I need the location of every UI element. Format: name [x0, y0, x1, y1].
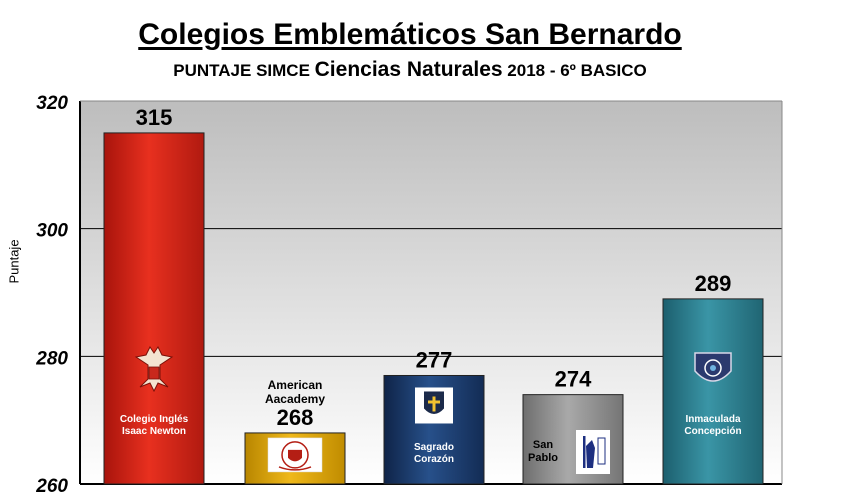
logo-crown: [424, 391, 444, 395]
bar-group: 274 San Pablo: [522, 367, 624, 485]
category-label-line: Concepción: [684, 426, 741, 437]
y-tick-label: 280: [35, 348, 68, 369]
data-label: 268: [277, 405, 314, 430]
category-label-line: Sagrado: [414, 442, 454, 453]
bar-group: 277 Sagrado Corazón: [383, 347, 485, 485]
logo-ring: [704, 359, 722, 377]
logo-ring: [281, 441, 309, 469]
data-label: 289: [695, 271, 732, 296]
category-label: Sagrado Corazón: [414, 442, 454, 465]
bar: [103, 132, 205, 485]
inmaculada-crest-icon: [694, 352, 732, 382]
sagrado-corazon-crest-icon: [415, 387, 453, 424]
bar: [662, 298, 764, 485]
subtitle-suffix: 2018 - 6º BASICO: [502, 61, 647, 80]
category-label: American Aacademy: [265, 378, 325, 406]
san-pablo-crest-icon: [576, 430, 610, 474]
subtitle-main: Ciencias Naturales: [314, 58, 503, 81]
logo-staff: [583, 436, 586, 468]
american-academy-crest-icon: [267, 437, 323, 473]
chart-title: Colegios Emblemáticos San Bernardo: [138, 18, 682, 51]
category-label-line: Isaac Newton: [122, 426, 186, 437]
category-label-line: Inmaculada: [685, 414, 740, 425]
data-label: 315: [136, 105, 173, 130]
category-label-line: Colegio Inglés: [120, 414, 189, 425]
chart-subtitle: PUNTAJE SIMCE Ciencias Naturales 2018 - …: [0, 58, 820, 82]
logo-cross-v: [432, 396, 436, 412]
data-label: 277: [416, 347, 453, 372]
category-label: San Pablo: [528, 439, 558, 464]
bar-group: 289 Inmaculada Concepción: [662, 271, 764, 485]
category-label-line: Corazón: [414, 454, 454, 465]
category-label: Colegio Inglés Isaac Newton: [120, 414, 189, 437]
category-label: Inmaculada Concepción: [684, 414, 741, 437]
y-tick-label: 260: [35, 476, 68, 497]
logo-letters: [597, 437, 606, 465]
bar-group: 315 Colegio Inglés Isaac Newton: [103, 105, 205, 485]
subtitle-prefix: PUNTAJE SIMCE: [173, 61, 315, 80]
category-label-line: American: [268, 378, 323, 392]
category-label-line: Aacademy: [265, 392, 325, 406]
data-label: 274: [555, 367, 592, 392]
logo-shield: [288, 449, 302, 462]
logo-cross-h: [428, 400, 440, 404]
logo-center: [710, 365, 716, 371]
logo-figure: [586, 440, 595, 468]
category-label-line: San: [533, 439, 553, 451]
eagle-shield: [148, 366, 160, 380]
y-tick-label: 320: [36, 93, 68, 114]
category-label-line: Pablo: [528, 452, 558, 464]
y-tick-label: 300: [36, 221, 68, 242]
logo-ribbon: [278, 466, 312, 471]
eagle-crest-icon: [134, 346, 174, 393]
